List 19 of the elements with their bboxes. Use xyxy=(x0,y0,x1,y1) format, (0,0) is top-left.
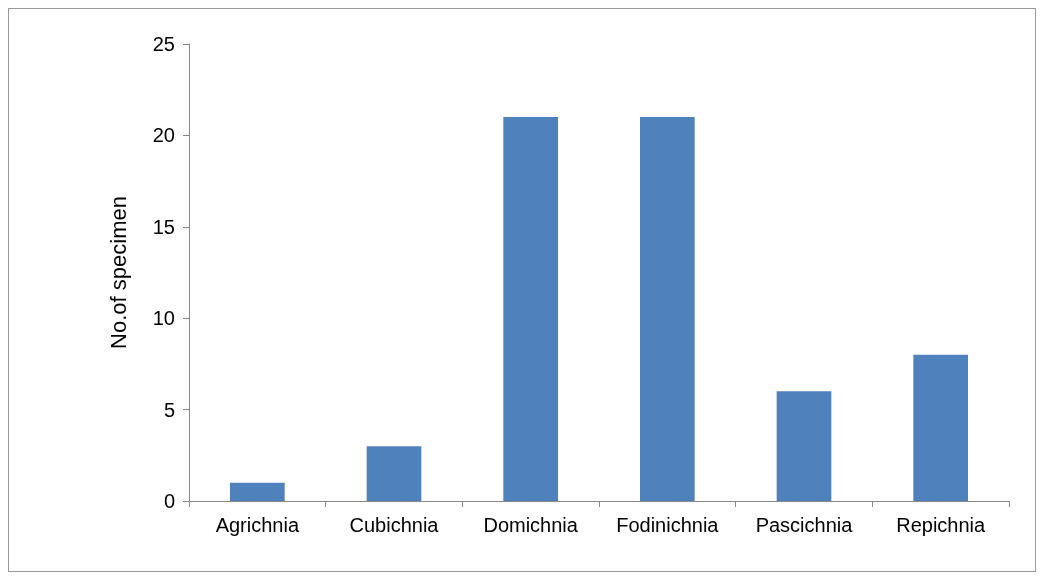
bar xyxy=(366,446,422,501)
x-tick-label: Domichnia xyxy=(483,514,579,536)
y-tick-label: 0 xyxy=(163,490,175,512)
bar xyxy=(640,117,695,501)
y-axis-title: No.of specimen xyxy=(105,196,131,349)
y-tick-label: 10 xyxy=(152,307,175,330)
y-tick-label: 15 xyxy=(152,215,175,238)
x-tick-label: Agrichnia xyxy=(215,514,300,536)
x-tick-label: Cubichnia xyxy=(349,514,440,536)
y-tick-label: 20 xyxy=(152,124,175,147)
bar xyxy=(776,391,832,501)
y-tick-label: 25 xyxy=(152,33,175,55)
x-tick-label: Repichnia xyxy=(896,514,987,536)
y-tick-label: 5 xyxy=(163,398,175,421)
bar xyxy=(503,117,558,501)
x-tick-label: Pascichnia xyxy=(755,514,854,536)
bar xyxy=(913,354,968,501)
bar xyxy=(230,482,285,501)
x-tick-label: Fodinichnia xyxy=(616,514,720,536)
